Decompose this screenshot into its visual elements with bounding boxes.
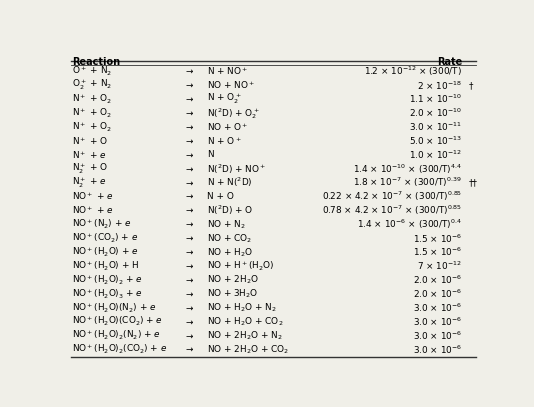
Text: NO$^+$(H$_2$O)$_2$(N$_2$) + $e$: NO$^+$(H$_2$O)$_2$(N$_2$) + $e$ [72, 329, 160, 342]
Text: →: → [185, 136, 193, 146]
Text: N$^+$ + O$_2$: N$^+$ + O$_2$ [72, 120, 112, 133]
Text: →: → [185, 303, 193, 313]
Text: 1.1 × 10$^{-10}$: 1.1 × 10$^{-10}$ [409, 93, 462, 105]
Text: →: → [185, 109, 193, 118]
Text: O$^+$ + N$_2$: O$^+$ + N$_2$ [72, 65, 112, 78]
Text: 1.2 × 10$^{-12}$ × (300/T): 1.2 × 10$^{-12}$ × (300/T) [364, 65, 462, 78]
Text: N$_2^+$ + $e$: N$_2^+$ + $e$ [72, 176, 106, 190]
Text: Reaction: Reaction [72, 57, 120, 67]
Text: 2.0 × 10$^{-6}$: 2.0 × 10$^{-6}$ [413, 288, 462, 300]
Text: NO$^+$(H$_2$O)(CO$_2$) + $e$: NO$^+$(H$_2$O)(CO$_2$) + $e$ [72, 315, 163, 328]
Text: 2.0 × 10$^{-10}$: 2.0 × 10$^{-10}$ [409, 107, 462, 119]
Text: NO + H$^+$(H$_2$O): NO + H$^+$(H$_2$O) [207, 260, 274, 273]
Text: N$^+$ + O: N$^+$ + O [72, 135, 108, 147]
Text: NO$^+$(H$_2$O)$_2$ + $e$: NO$^+$(H$_2$O)$_2$ + $e$ [72, 274, 143, 287]
Text: N: N [207, 151, 213, 160]
Text: →: → [185, 220, 193, 229]
Text: →: → [185, 206, 193, 215]
Text: N + O: N + O [207, 192, 233, 201]
Text: 0.22 × 4.2 × 10$^{-7}$ × (300/T)$^{0.85}$: 0.22 × 4.2 × 10$^{-7}$ × (300/T)$^{0.85}… [321, 190, 462, 204]
Text: N + O$^+$: N + O$^+$ [207, 135, 241, 147]
Text: 2.0 × 10$^{-6}$: 2.0 × 10$^{-6}$ [413, 274, 462, 286]
Text: →: → [185, 81, 193, 90]
Text: NO$^+$(H$_2$O)(N$_2$) + $e$: NO$^+$(H$_2$O)(N$_2$) + $e$ [72, 301, 156, 315]
Text: NO$^+$ + $e$: NO$^+$ + $e$ [72, 205, 113, 217]
Text: 3.0 × 10$^{-6}$: 3.0 × 10$^{-6}$ [413, 330, 462, 342]
Text: 1.4 × 10$^{-10}$ × (300/T)$^{4.4}$: 1.4 × 10$^{-10}$ × (300/T)$^{4.4}$ [353, 162, 462, 175]
Text: 1.5 × 10$^{-6}$: 1.5 × 10$^{-6}$ [413, 246, 462, 258]
Text: 5.0 × 10$^{-13}$: 5.0 × 10$^{-13}$ [409, 135, 462, 147]
Text: 3.0 × 10$^{-6}$: 3.0 × 10$^{-6}$ [413, 315, 462, 328]
Text: →: → [185, 248, 193, 257]
Text: 2 × 10$^{-18}$: 2 × 10$^{-18}$ [417, 79, 462, 92]
Text: N + NO$^+$: N + NO$^+$ [207, 66, 248, 77]
Text: N + N($^2$D): N + N($^2$D) [207, 176, 252, 189]
Text: →: → [185, 67, 193, 76]
Text: NO + CO$_2$: NO + CO$_2$ [207, 232, 252, 245]
Text: →: → [185, 164, 193, 173]
Text: NO + 2H$_2$O + CO$_2$: NO + 2H$_2$O + CO$_2$ [207, 344, 289, 356]
Text: →: → [185, 178, 193, 187]
Text: N$^+$ + O$_2$: N$^+$ + O$_2$ [72, 93, 112, 106]
Text: NO$^+$(CO$_2$) + $e$: NO$^+$(CO$_2$) + $e$ [72, 232, 138, 245]
Text: 7 × 10$^{-12}$: 7 × 10$^{-12}$ [417, 260, 462, 272]
Text: Rate: Rate [437, 57, 462, 67]
Text: NO + H$_2$O: NO + H$_2$O [207, 246, 253, 258]
Text: →: → [185, 95, 193, 104]
Text: →: → [185, 317, 193, 326]
Text: →: → [185, 151, 193, 160]
Text: NO + H$_2$O + CO$_2$: NO + H$_2$O + CO$_2$ [207, 315, 283, 328]
Text: N$_2^+$ + O: N$_2^+$ + O [72, 162, 108, 176]
Text: †: † [469, 81, 474, 90]
Text: NO + 2H$_2$O: NO + 2H$_2$O [207, 274, 258, 287]
Text: NO + N$_2$: NO + N$_2$ [207, 218, 246, 231]
Text: NO + O$^+$: NO + O$^+$ [207, 121, 248, 133]
Text: ††: †† [469, 178, 478, 187]
Text: NO$^+$(H$_2$O)$_3$ + $e$: NO$^+$(H$_2$O)$_3$ + $e$ [72, 287, 143, 301]
Text: 1.4 × 10$^{-6}$ × (300/T)$^{0.4}$: 1.4 × 10$^{-6}$ × (300/T)$^{0.4}$ [357, 218, 462, 231]
Text: 3.0 × 10$^{-6}$: 3.0 × 10$^{-6}$ [413, 344, 462, 356]
Text: NO + H$_2$O + N$_2$: NO + H$_2$O + N$_2$ [207, 302, 277, 314]
Text: N($^2$D) + O$_2^+$: N($^2$D) + O$_2^+$ [207, 106, 260, 120]
Text: →: → [185, 192, 193, 201]
Text: O$_2^+$ + N$_2$: O$_2^+$ + N$_2$ [72, 78, 112, 92]
Text: →: → [185, 234, 193, 243]
Text: 0.78 × 4.2 × 10$^{-7}$ × (300/T)$^{0.85}$: 0.78 × 4.2 × 10$^{-7}$ × (300/T)$^{0.85}… [322, 204, 462, 217]
Text: N($^2$D) + NO$^+$: N($^2$D) + NO$^+$ [207, 162, 266, 175]
Text: N($^2$D) + O: N($^2$D) + O [207, 204, 253, 217]
Text: 3.0 × 10$^{-6}$: 3.0 × 10$^{-6}$ [413, 302, 462, 314]
Text: →: → [185, 331, 193, 340]
Text: →: → [185, 262, 193, 271]
Text: NO$^+$ + $e$: NO$^+$ + $e$ [72, 191, 113, 203]
Text: →: → [185, 345, 193, 354]
Text: NO + 2H$_2$O + N$_2$: NO + 2H$_2$O + N$_2$ [207, 330, 282, 342]
Text: NO$^+$(N$_2$) + $e$: NO$^+$(N$_2$) + $e$ [72, 218, 131, 231]
Text: NO$^+$(H$_2$O) + $e$: NO$^+$(H$_2$O) + $e$ [72, 246, 138, 259]
Text: 1.8 × 10$^{-7}$ × (300/T)$^{0.39}$: 1.8 × 10$^{-7}$ × (300/T)$^{0.39}$ [354, 176, 462, 189]
Text: N$^+$ + O$_2$: N$^+$ + O$_2$ [72, 107, 112, 120]
Text: →: → [185, 123, 193, 131]
Text: N + O$_2^+$: N + O$_2^+$ [207, 92, 241, 106]
Text: 3.0 × 10$^{-11}$: 3.0 × 10$^{-11}$ [409, 121, 462, 133]
Text: N$^+$ + $e$: N$^+$ + $e$ [72, 149, 106, 161]
Text: 1.0 × 10$^{-12}$: 1.0 × 10$^{-12}$ [409, 149, 462, 161]
Text: →: → [185, 289, 193, 298]
Text: NO + 3H$_2$O: NO + 3H$_2$O [207, 288, 258, 300]
Text: →: → [185, 276, 193, 284]
Text: 1.5 × 10$^{-6}$: 1.5 × 10$^{-6}$ [413, 232, 462, 245]
Text: NO + NO$^+$: NO + NO$^+$ [207, 79, 255, 91]
Text: NO$^+$(H$_2$O)$_2$(CO$_2$) + $e$: NO$^+$(H$_2$O)$_2$(CO$_2$) + $e$ [72, 343, 167, 356]
Text: NO$^+$(H$_2$O) + H: NO$^+$(H$_2$O) + H [72, 260, 139, 273]
